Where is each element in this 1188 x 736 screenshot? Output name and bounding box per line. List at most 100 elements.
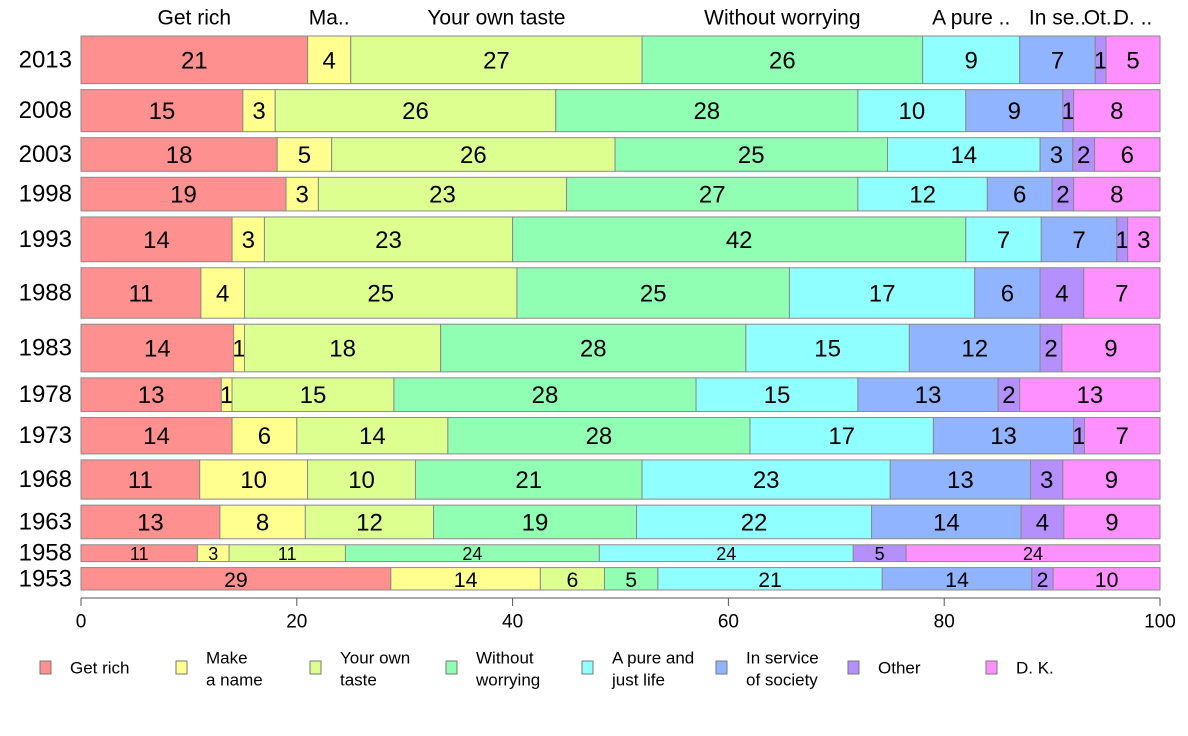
data-label: 21 — [181, 47, 208, 74]
legend-label: A pure and — [612, 649, 694, 668]
data-label: 3 — [252, 98, 265, 125]
data-label: 3 — [1040, 467, 1053, 494]
bar-segment-make-a-name — [276, 137, 333, 172]
y-tick-label: 1963 — [19, 508, 72, 535]
bar-segment-your-own-taste — [243, 323, 442, 373]
bar-segment-make-a-name — [307, 35, 352, 85]
data-label: 6 — [258, 423, 271, 450]
data-label: 15 — [149, 98, 176, 125]
data-label: 29 — [224, 568, 248, 592]
bar-segment-a-pure-and-just-life — [745, 323, 910, 373]
data-label: 15 — [300, 382, 327, 409]
x-tick-label: 80 — [934, 612, 955, 633]
data-label: 18 — [166, 142, 193, 169]
data-label: 14 — [933, 509, 960, 536]
y-tick-label: 1953 — [19, 565, 72, 592]
data-label: 1 — [232, 336, 245, 363]
bar-segment-get-rich — [80, 35, 309, 85]
legend-item-get-rich: Get rich — [39, 659, 130, 678]
top-label-without-worrying: Without worrying — [704, 7, 860, 30]
y-tick-label: 2003 — [19, 141, 72, 168]
bar-segment-without-worrying — [393, 377, 697, 412]
legend-label: Other — [878, 659, 921, 678]
bar-segment-d-k — [1062, 459, 1161, 500]
bar-segment-a-pure-and-just-life — [749, 416, 934, 455]
y-tick-label: 1978 — [19, 381, 72, 408]
bar-segment-without-worrying — [414, 459, 643, 500]
top-label-d-k: D. .. — [1114, 7, 1153, 30]
data-label: 26 — [769, 47, 796, 74]
data-label: 7 — [1116, 423, 1129, 450]
bar-segment-d-k — [1052, 567, 1161, 591]
bar-row-1983: 14 1 18 28 15 12 2 9 — [80, 323, 1161, 373]
legend-label: In service — [746, 649, 819, 668]
data-label: 2 — [1002, 382, 1015, 409]
bar-segment-a-pure-and-just-life — [857, 89, 967, 133]
data-label: 3 — [242, 227, 255, 254]
bar-segment-your-own-taste — [274, 89, 557, 133]
bar-segment-in-service-of-society — [965, 89, 1064, 133]
data-label: 5 — [875, 544, 885, 564]
data-label: 25 — [640, 280, 667, 307]
bar-segment-d-k — [1105, 35, 1161, 85]
bar-segment-get-rich — [80, 377, 222, 412]
legend-label: taste — [340, 671, 377, 690]
data-label: 23 — [753, 467, 780, 494]
data-label: 7 — [1115, 280, 1128, 307]
data-label: 10 — [240, 467, 267, 494]
bar-segment-get-rich — [80, 216, 233, 263]
data-label: 19 — [170, 182, 197, 209]
legend-item-d-k: D. K. — [985, 659, 1054, 678]
top-label-make-a-name: Ma.. — [309, 7, 350, 30]
data-label: 8 — [256, 509, 269, 536]
bar-segment-other — [1039, 267, 1085, 319]
data-label: 23 — [429, 182, 456, 209]
data-label: 28 — [532, 382, 559, 409]
legend-label: Get rich — [70, 659, 130, 678]
legend-item-make-a-name: Make a name — [175, 649, 263, 690]
data-label: 14 — [143, 423, 170, 450]
data-label: 28 — [580, 336, 607, 363]
data-label: 4 — [1055, 280, 1068, 307]
bar-segment-without-worrying — [440, 323, 747, 373]
data-label: 19 — [522, 509, 549, 536]
bar-segment-make-a-name — [242, 89, 276, 133]
data-label: 3 — [208, 544, 218, 564]
bar-segment-in-service-of-society — [974, 267, 1041, 319]
data-label: 7 — [997, 227, 1010, 254]
data-label: 25 — [367, 280, 394, 307]
data-label: 13 — [915, 382, 942, 409]
bar-segment-a-pure-and-just-life — [857, 176, 988, 212]
data-label: 22 — [741, 509, 768, 536]
bar-row-1958: 11 3 11 24 24 5 24 — [80, 544, 1161, 564]
legend-swatch — [309, 660, 322, 675]
legend-swatch — [39, 660, 52, 675]
y-tick-label: 1983 — [19, 335, 72, 362]
bar-row-1968: 11 10 10 21 23 13 3 9 — [80, 459, 1161, 500]
bar-segment-in-service-of-society — [908, 323, 1041, 373]
bar-segment-d-k — [905, 544, 1161, 563]
bar-segment-a-pure-and-just-life — [788, 267, 976, 319]
data-label: 13 — [138, 382, 165, 409]
data-label: 14 — [359, 423, 386, 450]
data-label: 1 — [1062, 98, 1075, 125]
bar-segment-a-pure-and-just-life — [695, 377, 859, 412]
bar-segment-in-service-of-society — [1039, 137, 1074, 172]
data-label: 24 — [462, 544, 482, 564]
data-label: 11 — [128, 280, 153, 307]
data-label: 11 — [130, 544, 149, 564]
data-label: 13 — [947, 467, 974, 494]
data-label: 15 — [814, 336, 841, 363]
data-label: 1 — [1116, 227, 1129, 254]
data-label: 6 — [1121, 142, 1134, 169]
bar-row-1988: 11 4 25 25 17 6 4 7 — [80, 267, 1161, 319]
bar-segment-your-own-taste — [263, 216, 514, 263]
data-label: 11 — [128, 467, 153, 494]
legend-label: Without — [476, 649, 534, 668]
bar-segment-make-a-name — [231, 416, 298, 455]
bar-segment-d-k — [1127, 216, 1161, 263]
x-tick-label: 0 — [76, 612, 87, 633]
data-label: 27 — [483, 47, 510, 74]
bar-segment-get-rich — [80, 459, 201, 500]
bar-segment-make-a-name — [199, 459, 309, 500]
